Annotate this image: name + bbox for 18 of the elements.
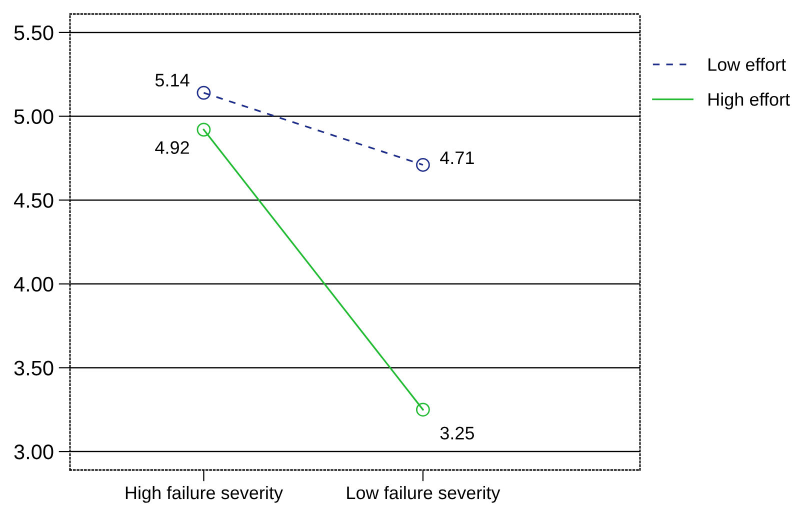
point bbox=[196, 122, 211, 137]
point bbox=[416, 402, 430, 417]
x-tick-label: Low failure severity bbox=[347, 486, 500, 503]
point bbox=[196, 86, 211, 100]
y-tick-label: 3.50 bbox=[14, 360, 54, 376]
y-tick-label: 5.50 bbox=[14, 25, 54, 40]
data-label: 4.92 bbox=[155, 141, 189, 154]
y-tick-label: 3.00 bbox=[14, 444, 54, 460]
data-label: 3.25 bbox=[440, 426, 474, 440]
y-tick-label: 5.00 bbox=[14, 109, 54, 124]
y-tick-label: 4.50 bbox=[14, 193, 54, 208]
y-tick-label: 4.00 bbox=[14, 276, 54, 292]
legend-label: Low effort bbox=[708, 58, 786, 71]
data-label: 4.71 bbox=[440, 152, 474, 164]
x-tick-label: High failure severity bbox=[126, 486, 283, 503]
data-label: 5.14 bbox=[155, 74, 190, 87]
point bbox=[416, 158, 430, 172]
legend-label: High effort bbox=[708, 92, 790, 110]
